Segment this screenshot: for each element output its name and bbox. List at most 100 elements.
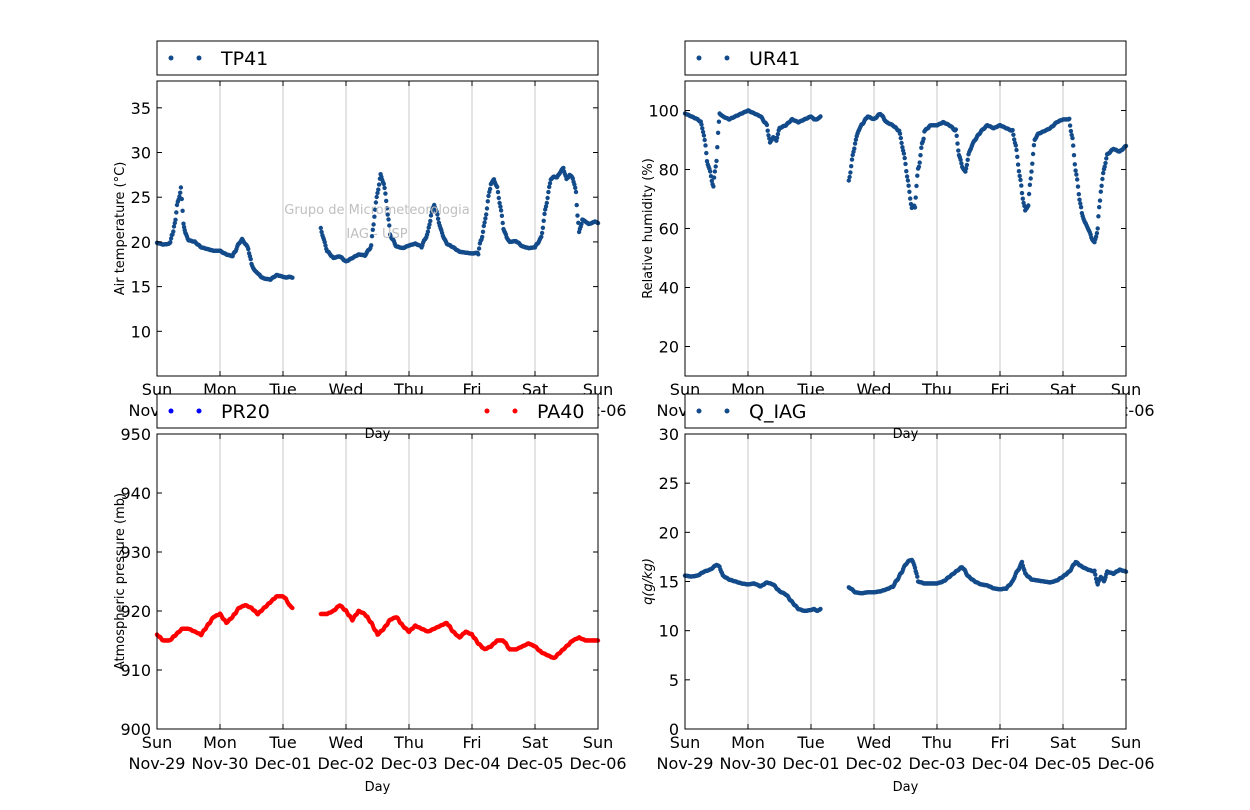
x-tick-date-label: Nov-29 [129,754,186,773]
data-point [290,605,295,611]
y-tick-label: 40 [659,279,679,298]
data-point [1010,127,1015,133]
data-point [372,207,378,212]
data-point [174,210,179,215]
x-tick-day-label: Sun [142,733,172,752]
data-point [714,158,719,164]
data-point [539,230,545,236]
x-tick-date-label: Dec-04 [971,754,1028,773]
data-point [496,195,501,201]
data-point [248,256,253,262]
data-point [171,224,177,229]
data-point [386,217,391,222]
x-tick-day-label: Wed [857,733,892,752]
data-point [246,246,251,252]
data-point [481,223,486,229]
data-point [897,131,903,136]
data-point [384,206,390,211]
legend-frame [156,40,599,76]
data-point [905,178,911,183]
legend: UR41 [684,40,1127,76]
data-point [1020,196,1025,201]
data-point [480,229,486,234]
data-point [703,143,708,148]
y-tick-label: 5 [669,671,679,690]
data-point [903,161,908,167]
data-point [174,202,180,208]
data-point [913,195,918,200]
data-point [900,145,905,150]
data-point [1096,214,1101,219]
data-point [572,182,577,187]
chart-pressure: 900 910 920 930 940 950 Sun Nov-29 Mon Nov-30 Tue D… [113,393,627,795]
data-point [376,187,381,192]
legend: PR20 PA40 [156,393,599,429]
data-point [915,173,920,178]
data-point [711,184,716,189]
data-point [955,141,960,146]
data-point [709,178,714,184]
data-point [1072,162,1078,167]
legend-marker [696,55,702,61]
y-tick-label: 60 [659,220,679,239]
data-point [764,122,770,128]
y-axis-label: Atmospheric pressure (mb) [113,493,128,670]
data-point [898,135,903,141]
data-point [1074,172,1079,177]
axes-frame [156,433,599,730]
y-tick-label: 20 [659,338,679,357]
series-ur41 [682,108,1129,245]
data-point [902,155,907,161]
data-point [1030,151,1036,157]
data-point [1026,203,1031,208]
y-tick-label: 80 [659,161,679,180]
y-tick-label: 35 [131,99,151,118]
data-point [323,243,328,248]
data-point [499,213,505,218]
x-tick-date-label: Dec-01 [254,754,311,773]
data-point [574,202,579,208]
chart-q_iag: 0 5 10 15 20 25 30 Sun Nov-29 Mon Nov-30 Tue Dec-01 W… [641,393,1155,795]
data-point [369,243,374,248]
data-point [852,141,858,146]
data-point [540,225,546,230]
x-tick-date-label: Nov-30 [192,754,249,773]
data-point [712,169,718,174]
data-point [1029,169,1034,174]
data-point [1013,143,1018,148]
data-point [487,186,493,192]
y-tick-label: 930 [120,543,151,562]
data-point [953,127,959,132]
data-point [542,211,547,217]
y-axis-label: Air temperature (°C) [113,162,128,296]
x-tick-date-label: Nov-30 [720,754,777,773]
data-point [561,165,566,171]
data-point [959,161,964,166]
y-tick-label: 25 [659,474,679,493]
series-pa40 [154,594,601,661]
y-tick-label: 940 [120,484,151,503]
y-tick-label: 10 [659,622,679,641]
data-point [547,181,553,186]
x-tick-day-label: Tue [268,733,296,752]
data-point [181,221,186,226]
data-point [1103,160,1108,166]
data-point [1097,198,1103,203]
y-tick-label: 15 [131,278,151,297]
x-axis-label: Day [893,780,919,795]
data-point [1031,143,1037,148]
data-point [775,131,781,137]
data-point [482,220,487,225]
legend-marker [168,55,174,61]
data-point [484,212,489,217]
watermark-line1: Grupo de Micrometeorologia [284,203,470,218]
data-point [497,200,502,206]
data-point [428,218,433,224]
data-point [435,216,441,221]
data-point [1071,143,1076,148]
data-point [1018,177,1023,183]
data-point [1028,176,1033,181]
data-point [906,183,911,188]
x-tick-date-label: Dec-02 [845,754,902,773]
data-point [1078,205,1084,210]
